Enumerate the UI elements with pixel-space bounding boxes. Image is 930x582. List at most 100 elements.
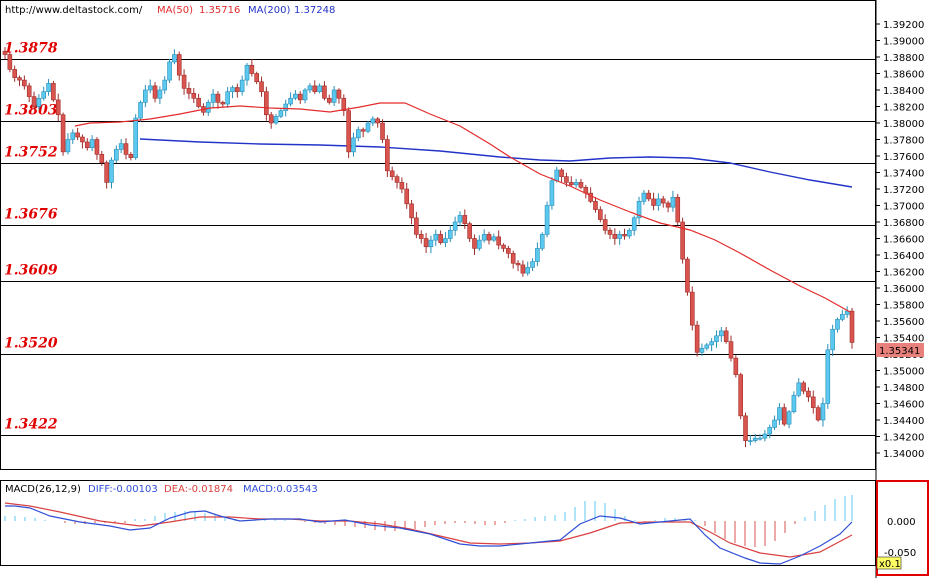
price-axis-tick-label: 1.36400: [883, 251, 924, 262]
candle-body: [215, 93, 221, 103]
candle-body: [607, 229, 613, 235]
candle-body: [748, 440, 753, 442]
price-axis-tick-label: 1.38600: [883, 70, 924, 81]
candle-body: [554, 169, 560, 182]
ma200-line: [139, 138, 853, 188]
candle-body: [477, 239, 482, 249]
ma50-legend-label: MA(50): [157, 5, 193, 16]
level-label: 1.3752: [4, 145, 58, 161]
candle-body: [210, 93, 216, 103]
candle-body: [496, 236, 501, 246]
candle-body: [104, 162, 109, 183]
candle-body: [375, 118, 380, 124]
candle-body: [815, 407, 821, 421]
candle-body: [331, 89, 337, 103]
candle-body: [757, 437, 763, 440]
candle-body: [128, 154, 134, 158]
candle-body: [612, 234, 618, 239]
macd-scale-badge-text[interactable]: x0.1: [879, 559, 901, 570]
candle-body: [225, 91, 230, 105]
candle-body: [723, 330, 729, 342]
price-axis-tick-label: 1.34600: [883, 400, 924, 411]
candle-body: [123, 143, 129, 155]
candle-body: [94, 139, 100, 155]
candle-body: [2, 50, 8, 55]
macd-diff-line: [5, 505, 853, 565]
price-axis-tick-label: 1.37600: [883, 152, 924, 163]
candle-body: [820, 403, 826, 421]
macd-scale-badge[interactable]: [876, 556, 902, 570]
candle-body: [307, 85, 313, 91]
candle-body: [719, 330, 724, 337]
support-resistance-levels: 1.3878 1.3803 1.3752 1.3676 1.3609 1.3520 1.34…: [0, 41, 876, 436]
level-label: 1.3676: [4, 207, 58, 223]
candle-body: [380, 122, 385, 140]
candle-body: [573, 182, 579, 186]
candle-body: [172, 54, 177, 63]
candle-body: [704, 344, 710, 349]
price-axis: 1.39200 1.39000 1.38800 1.38600 1.38400 1.382…: [876, 20, 924, 460]
candle-body: [55, 99, 61, 116]
candle-body: [418, 234, 424, 239]
ma200-legend-value: 1.37248: [294, 5, 335, 16]
candle-body: [602, 219, 608, 231]
candle-body: [22, 79, 27, 87]
candle-body: [26, 85, 32, 97]
candle-body: [75, 132, 80, 138]
candle-body: [786, 411, 792, 425]
price-axis-tick-label: 1.38800: [883, 53, 924, 64]
candle-body: [394, 176, 400, 183]
candle-body: [840, 314, 845, 320]
candle-body: [147, 85, 153, 91]
candle-body: [481, 234, 487, 241]
price-axis-tick-label: 1.34800: [883, 383, 924, 394]
candle-body: [230, 87, 235, 92]
candle-body: [84, 141, 90, 149]
macd-diff-value: DIFF:-0.00103: [88, 484, 158, 495]
candle-body: [244, 64, 250, 81]
candle-body: [781, 407, 787, 425]
price-axis-tick-label: 1.35000: [883, 367, 924, 378]
candle-body: [738, 374, 743, 417]
price-axis-tick-label: 1.36600: [883, 235, 924, 246]
price-axis-tick-label: 1.35400: [883, 334, 924, 345]
candle-body: [297, 93, 303, 101]
candle-body: [370, 118, 376, 124]
candle-body: [830, 328, 835, 351]
candle-body: [249, 64, 255, 74]
candle-body: [138, 102, 143, 119]
candle-body: [162, 79, 168, 91]
candle-body: [423, 238, 429, 248]
candle-body: [433, 234, 439, 241]
candle-body: [264, 91, 269, 116]
candle-body: [762, 433, 768, 439]
price-axis-tick-label: 1.38000: [883, 119, 924, 130]
candle-body: [176, 54, 182, 76]
candle-body: [733, 357, 739, 375]
candle-body: [728, 341, 734, 359]
candle-body: [118, 143, 124, 150]
candle-body: [336, 89, 342, 99]
candle-body: [844, 310, 850, 315]
candle-body: [656, 198, 661, 206]
candle-body: [356, 129, 361, 139]
macd-axis-frame: [876, 480, 929, 576]
price-axis-tick-label: 1.36200: [883, 268, 924, 279]
candle-body: [259, 81, 264, 92]
price-axis-tick-label: 1.37400: [883, 169, 924, 180]
candle-body: [341, 97, 347, 111]
level-label: 1.3878: [4, 41, 58, 57]
candle-body: [617, 234, 622, 239]
price-axis-tick-label: 1.34200: [883, 433, 924, 444]
candle-body: [70, 132, 76, 140]
macd-panel: [4, 495, 853, 565]
candle-body: [80, 136, 85, 143]
candle-body: [772, 419, 777, 428]
source-url[interactable]: http://www.deltastock.com/: [5, 5, 143, 16]
candle-body: [506, 248, 511, 254]
candle-body: [196, 97, 201, 107]
candle-body: [593, 201, 598, 210]
macd-macd-value: MACD:0.03543: [243, 484, 318, 495]
candle-body: [235, 87, 240, 92]
candle-body: [752, 437, 758, 441]
